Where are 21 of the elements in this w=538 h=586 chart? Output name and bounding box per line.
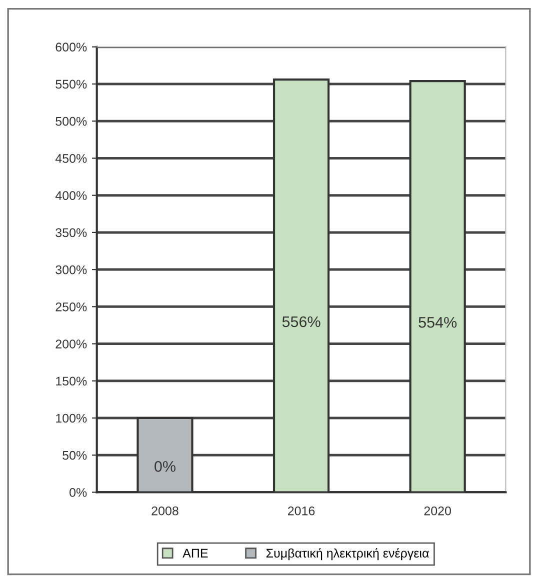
x-tick-label: 2016	[288, 506, 315, 516]
data-label: 556%	[282, 316, 320, 328]
y-tick-label: 200%	[56, 340, 87, 348]
annotation: 0%	[154, 461, 176, 472]
y-tick-label: 350%	[56, 228, 87, 238]
y-tick-label: 500%	[56, 116, 87, 126]
x-tick-label: 2008	[152, 506, 178, 516]
legend-label: ΑΠΕ	[182, 548, 208, 558]
x-tick-label: 2020	[424, 506, 451, 516]
data-label: 554%	[418, 316, 457, 328]
y-tick-label: 600%	[56, 42, 87, 52]
y-tick-label: 450%	[55, 154, 87, 163]
y-tick-label: 0%	[70, 488, 87, 497]
legend-label: Συμβατική ηλεκτρική ενέργεια	[266, 548, 429, 560]
y-tick-label: 300%	[56, 265, 87, 274]
y-tick-label: 100%	[56, 414, 87, 423]
y-tick-label: 150%	[56, 376, 87, 386]
y-tick-label: 400%	[55, 191, 87, 200]
y-tick-label: 250%	[56, 302, 87, 312]
y-tick-label: 50%	[62, 450, 87, 460]
y-tick-label: 550%	[56, 80, 87, 89]
